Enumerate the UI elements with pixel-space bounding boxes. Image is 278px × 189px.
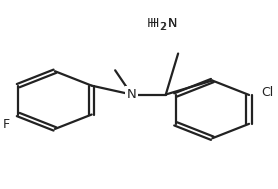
Text: 2: 2	[160, 22, 166, 32]
Text: H: H	[150, 17, 159, 30]
Text: N: N	[127, 88, 136, 101]
Text: 2: 2	[160, 22, 166, 32]
Text: N: N	[168, 17, 177, 30]
Text: Cl: Cl	[261, 86, 274, 99]
Text: F: F	[2, 118, 9, 131]
Text: N: N	[168, 17, 177, 30]
Text: H: H	[147, 17, 156, 30]
